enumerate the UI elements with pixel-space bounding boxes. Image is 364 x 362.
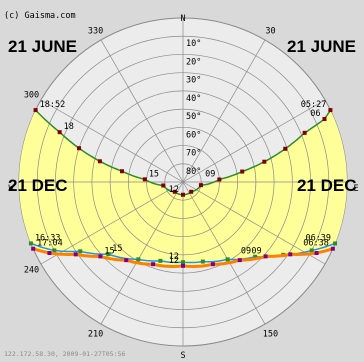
- dec-marker: [263, 254, 268, 259]
- sun-paths: [28, 108, 338, 268]
- label-june-left: 21 JUNE: [8, 37, 77, 56]
- jan-marker: [181, 260, 185, 265]
- jan-marker: [200, 259, 205, 264]
- label-dec-left: 21 DEC: [8, 176, 68, 195]
- june-hour-label: 18: [64, 122, 74, 132]
- june-marker: [181, 192, 185, 197]
- june-marker: [172, 189, 177, 194]
- azimuth-line-300: [40, 99, 184, 183]
- june-hour-label: 12: [169, 185, 179, 195]
- daylight-band: [19, 110, 347, 267]
- jan-hour-label: 09: [241, 247, 251, 257]
- dec-marker: [288, 252, 293, 257]
- june-marker: [217, 177, 222, 182]
- altitude-label: 10°: [186, 39, 201, 49]
- june-marker: [142, 177, 147, 182]
- jan-marker: [253, 254, 258, 259]
- azimuth-line-60: [182, 99, 326, 183]
- azimuth-label: 30: [265, 27, 275, 37]
- dec-marker: [330, 246, 335, 251]
- dec-marker: [210, 262, 215, 267]
- june-marker: [198, 183, 203, 188]
- altitude-label: 70°: [186, 149, 201, 159]
- compass-south: S: [180, 351, 185, 361]
- june-marker: [322, 117, 327, 122]
- compass-east: E: [353, 184, 358, 194]
- altitude-label: 60°: [186, 130, 201, 140]
- azimuth-line-30: [182, 39, 266, 183]
- azimuth-label: 210: [88, 329, 103, 339]
- footer-stamp: 122.172.58.30, 2009-01-27T05:56: [4, 350, 125, 358]
- copyright-text: (c) Gaisma.com: [4, 11, 76, 21]
- june-marker: [240, 169, 245, 174]
- june-marker: [77, 146, 82, 151]
- june-marker: [57, 130, 62, 135]
- june-hour-label: 06: [310, 109, 320, 119]
- dec-marker: [314, 251, 319, 256]
- june-hour-label: 15: [149, 169, 159, 179]
- altitude-label: 20°: [186, 57, 201, 67]
- jan-marker: [136, 257, 141, 262]
- june-hour-label: 09: [205, 169, 215, 179]
- compass-north: N: [180, 14, 185, 24]
- june-marker: [97, 159, 102, 164]
- june-marker: [119, 169, 124, 174]
- jan-marker: [28, 241, 33, 246]
- jan-hour-label: 16:33: [35, 233, 61, 243]
- altitude-label: 50°: [186, 112, 201, 122]
- jan-hour-label: 15: [112, 244, 122, 254]
- altitude-label: 40°: [186, 94, 201, 104]
- chart-labels: 30 150 210 240 300 330 06:39 09 12 15 16:33 06:38 09…: [24, 27, 331, 340]
- dec-hour-label: 09: [251, 246, 261, 256]
- jan-hour-label: 12: [169, 252, 179, 262]
- dec-hour-label: 15: [104, 246, 114, 256]
- azimuth-line-240: [40, 181, 184, 265]
- label-june-right: 21 JUNE: [287, 37, 356, 56]
- altitude-azimuth-grid: 10° 20° 30° 40° 50° 60° 70° 80°: [19, 18, 347, 346]
- dec-hour-label: 17:04: [37, 239, 63, 249]
- azimuth-line-150: [182, 181, 266, 325]
- june-hour-label: 18:52: [40, 100, 66, 110]
- june-marker: [161, 183, 166, 188]
- label-dec-right: 21 DEC: [297, 176, 357, 195]
- altitude-label: 80°: [186, 167, 201, 177]
- jan-marker: [158, 258, 163, 263]
- dec-marker: [98, 254, 103, 259]
- azimuth-line-120: [182, 181, 326, 265]
- dec-marker: [181, 263, 185, 268]
- jan-marker: [309, 248, 314, 253]
- altitude-label: 30°: [186, 76, 201, 86]
- dec-hour-label: 12: [169, 256, 179, 266]
- jan-hour-label: 06:39: [305, 233, 331, 243]
- dec-marker: [124, 258, 129, 263]
- azimuth-line-210: [100, 181, 184, 325]
- june-path: [35, 109, 332, 196]
- daylight-band-fill: [19, 110, 347, 267]
- dec-marker: [31, 246, 36, 251]
- dec-marker: [73, 252, 78, 257]
- jan-marker: [225, 257, 230, 262]
- june-marker: [33, 108, 38, 113]
- dec-marker: [151, 262, 156, 267]
- azimuth-label: 150: [263, 329, 278, 339]
- june-marker: [328, 108, 333, 113]
- june-hour-label: 05:27: [301, 100, 327, 110]
- jan-marker: [78, 249, 83, 254]
- june-marker: [283, 146, 288, 151]
- dec-hour-label: 06:38: [303, 239, 329, 249]
- azimuth-label: 240: [24, 265, 39, 275]
- jan-marker: [333, 241, 338, 246]
- azimuth-line-330: [100, 39, 184, 183]
- compass-west: W: [8, 184, 14, 194]
- jan-marker: [52, 248, 57, 253]
- dec-marker: [237, 258, 242, 263]
- june-marker: [189, 189, 194, 194]
- azimuth-label: 330: [88, 27, 103, 37]
- dec-marker: [47, 251, 52, 256]
- jan-marker: [106, 252, 111, 257]
- june-marker: [302, 130, 307, 135]
- june-marker: [262, 159, 267, 164]
- azimuth-label: 300: [24, 91, 39, 101]
